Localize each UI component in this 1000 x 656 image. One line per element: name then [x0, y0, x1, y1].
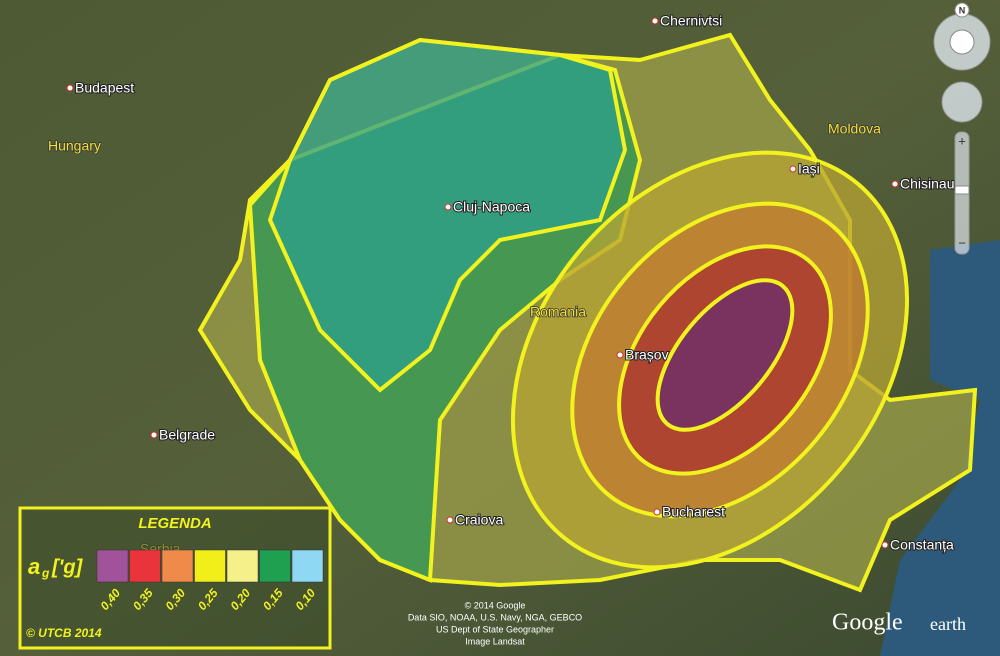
city-marker [891, 180, 899, 188]
zoom-out[interactable]: − [958, 235, 966, 250]
city-marker [651, 17, 659, 25]
attribution: Image Landsat [465, 636, 525, 646]
city-label: Brașov [625, 347, 669, 363]
legend-swatch [259, 549, 291, 583]
city-label: Bucharest [662, 504, 725, 520]
city-marker [881, 541, 889, 549]
city-marker [66, 84, 74, 92]
compass-ring[interactable] [954, 2, 970, 18]
city-marker [446, 516, 454, 524]
city-marker [789, 165, 797, 173]
move-control[interactable] [941, 81, 983, 123]
legend-swatch [96, 549, 129, 583]
logo-product: earth [930, 614, 966, 634]
legend-swatch [194, 549, 226, 583]
city-label: Budapest [75, 80, 134, 96]
zone-040 [655, 278, 795, 432]
attribution: US Dept of State Geographer [436, 624, 554, 634]
zoom-in[interactable]: + [958, 133, 966, 148]
legend-swatch [291, 549, 324, 583]
city-marker [616, 351, 624, 359]
legend-subscript: g [41, 566, 50, 580]
attribution: Data SIO, NOAA, U.S. Navy, NGA, GEBCO [408, 612, 582, 622]
navigation[interactable]: N + − [933, 2, 991, 255]
zone-teal [267, 37, 628, 393]
legend-symbol: a [28, 554, 40, 579]
region-label: Hungary [48, 138, 101, 154]
zoom-thumb[interactable] [954, 185, 970, 195]
city-label: Constanța [890, 537, 954, 553]
city-label: Chisinau [900, 176, 954, 192]
city-label: Belgrade [159, 427, 215, 443]
logo-brand: Google [832, 610, 903, 636]
city-marker [444, 203, 452, 211]
region-label: Romania [530, 304, 586, 320]
region-label: Moldova [828, 121, 881, 137]
legend-swatch [129, 549, 161, 583]
city-marker [150, 431, 158, 439]
attribution: © 2014 Google [465, 600, 526, 610]
city-label: Craiova [455, 512, 503, 528]
city-label: Iași [798, 161, 820, 177]
look-center[interactable] [949, 29, 975, 55]
legend-unit: ['g] [51, 556, 84, 578]
city-label: Cluj-Napoca [453, 199, 530, 215]
legend-swatch [226, 549, 259, 583]
compass-north: N [959, 5, 966, 15]
legend-credit: © UTCB 2014 [26, 626, 102, 640]
city-label: Chernivtsi [660, 13, 722, 29]
black-sea [880, 240, 1000, 656]
legend-swatch [161, 549, 194, 583]
legend-title: LEGENDA [138, 515, 211, 532]
hazard-zones [197, 32, 978, 593]
city-marker [653, 508, 661, 516]
